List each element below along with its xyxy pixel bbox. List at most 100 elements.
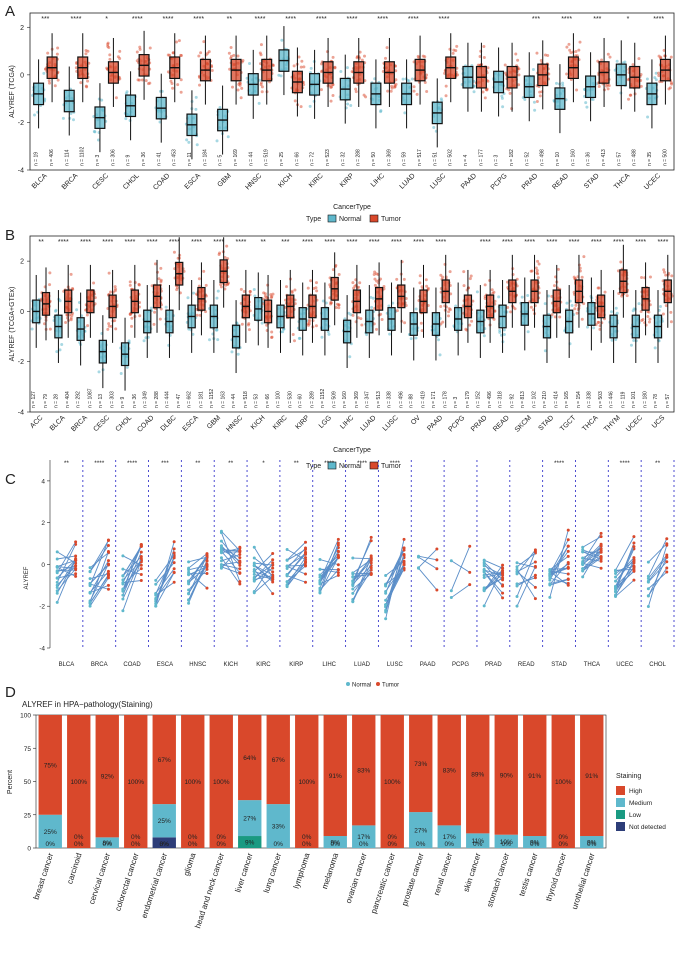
bar-segment-high (466, 715, 490, 834)
significance-label: **** (524, 239, 535, 246)
normal-point (351, 571, 355, 575)
tumor-point (420, 329, 424, 333)
chart-title: ALYREF in HPA−pathology(Staining) (22, 700, 153, 709)
normal-point (502, 333, 506, 337)
normal-point (119, 372, 123, 376)
normal-point (121, 609, 125, 613)
tumor-point (351, 313, 355, 317)
normal-point (154, 578, 158, 582)
normal-point (88, 582, 92, 586)
tumor-point (331, 55, 335, 59)
pair-line (582, 557, 602, 562)
pair-line (352, 560, 372, 583)
x-tick-label: testis cancer (517, 852, 540, 898)
n-tumor-label: n = 47 (176, 394, 182, 408)
normal-point (637, 302, 641, 306)
tumor-point (573, 307, 577, 311)
pair-line (385, 564, 405, 605)
tumor-point (415, 92, 419, 96)
bar-segment-high (67, 715, 91, 848)
tumor-point (290, 290, 294, 294)
pair-line (615, 546, 635, 587)
tumor-point (646, 315, 650, 319)
tumor-point (159, 307, 163, 311)
tumor-point (439, 305, 443, 309)
x-tick-label: stomach cancer (485, 852, 511, 909)
tumor-point (205, 586, 209, 590)
tumor-point (488, 278, 492, 282)
tumor-point (334, 305, 338, 309)
tumor-point (84, 84, 88, 88)
n-normal-label: n = 662 (187, 391, 193, 408)
tumor-point (238, 556, 242, 560)
tumor-point (158, 317, 162, 321)
normal-point (208, 338, 212, 342)
panel-label: D (5, 684, 16, 701)
normal-point (348, 355, 352, 359)
tumor-point (86, 79, 90, 83)
tumor-point (236, 88, 240, 92)
tumor-point (423, 55, 427, 59)
tumor-point (197, 277, 201, 281)
n-tumor-label: n = 119 (620, 391, 626, 408)
x-tick-label: PCPG (452, 662, 469, 668)
x-tick-label: UCS (651, 414, 667, 430)
n-normal-label: n = 101 (631, 391, 637, 408)
tumor-point (157, 277, 161, 281)
significance-label: **** (80, 239, 91, 246)
tumor-point (106, 583, 110, 587)
tumor-point (179, 54, 183, 58)
tumor-point (670, 274, 674, 278)
y-tick-label: 0 (20, 309, 24, 316)
x-tick-label: KIRP (294, 414, 311, 431)
x-tick-label: PCPG (490, 172, 509, 191)
n-tumor-label: n = 519 (264, 149, 270, 166)
pair-line (253, 553, 273, 572)
bar-segment-low (238, 836, 262, 848)
tumor-point (106, 559, 110, 563)
n-tumor-label: n = 66 (265, 394, 271, 408)
tumor-point (508, 91, 512, 95)
pair-line (155, 568, 175, 594)
significance-label: **** (357, 460, 368, 467)
tumor-point (352, 286, 356, 290)
medium-label: 8% (103, 840, 113, 847)
tumor-point (139, 563, 143, 567)
normal-point (384, 603, 388, 607)
normal-point (515, 582, 519, 586)
tumor-point (172, 561, 176, 565)
tumor-point (657, 71, 661, 75)
pair-line (615, 579, 635, 597)
n-tumor-label: n = 488 (632, 149, 638, 166)
x-tick-label: skin cancer (462, 852, 483, 894)
n-tumor-label: n = 419 (421, 391, 427, 408)
significance-label: **** (191, 239, 202, 246)
tumor-point (74, 66, 78, 70)
pair-line (516, 577, 536, 585)
pair-line (254, 567, 273, 582)
normal-point (192, 291, 196, 295)
pair-line (549, 567, 569, 570)
normal-point (121, 578, 125, 582)
tumor-point (537, 262, 541, 266)
pair-line (188, 555, 208, 585)
low-label: 0% (131, 841, 141, 848)
n-tumor-label: n = 498 (540, 149, 546, 166)
tumor-point (492, 317, 496, 321)
panel-d: D ALYREF in HPA−pathology(Staining) 0 25 50 7… (5, 684, 666, 929)
pair-line (549, 545, 569, 576)
tumor-point (566, 549, 570, 553)
pair-line (122, 546, 142, 577)
tumor-point (665, 555, 669, 559)
tumor-point (227, 51, 231, 55)
normal-point (646, 574, 650, 578)
normal-point (351, 600, 355, 604)
bar-segment-medium (437, 825, 461, 848)
tumor-point (468, 277, 472, 281)
tumor-point (139, 567, 143, 571)
n-tumor-label: n = 503 (598, 391, 604, 408)
tumor-point (74, 540, 78, 544)
normal-point (515, 604, 519, 608)
tumor-point (516, 58, 520, 62)
pair-line (516, 549, 536, 575)
